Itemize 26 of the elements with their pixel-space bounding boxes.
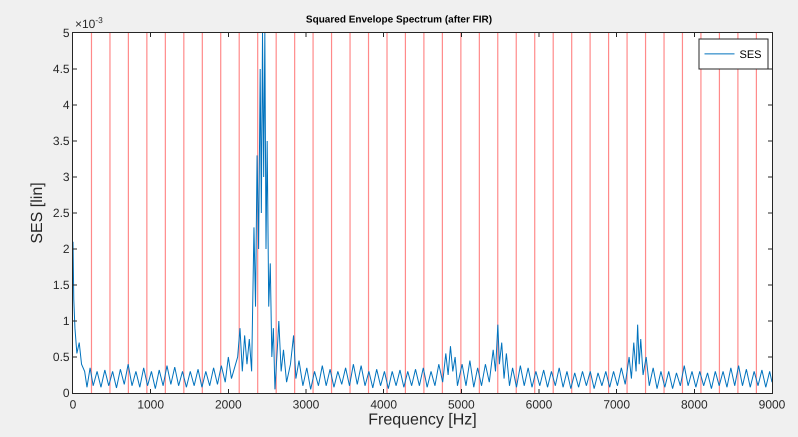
y-tick-label: 5 [62,26,70,40]
x-tick-label: 7000 [603,397,630,412]
y-tick-label: 4 [62,98,70,112]
y-tick-label: 3.5 [52,134,70,148]
x-tick-label: 1000 [137,397,164,412]
chart-title: Squared Envelope Spectrum (after FIR) [306,14,492,26]
y-tick-label: 2.5 [52,206,70,220]
x-tick-label: 6000 [526,397,553,412]
y-tick-label: 3 [62,170,70,184]
x-axis-title: Frequency [Hz] [368,411,477,428]
y-tick-label: 1 [62,314,70,328]
x-tick-label: 3000 [292,397,320,412]
x-tick-label: 8000 [680,397,708,412]
x-tick-label: 9000 [758,397,786,412]
x-tick-label: 4000 [370,397,398,412]
legend-label: SES [740,49,762,62]
y-tick-label: 0.5 [52,350,70,364]
x-tick-label: 5000 [448,397,475,412]
text: ×10$^{-3}$ [75,15,104,32]
x-tick-label: 2000 [214,397,242,412]
y-tick-label: 0 [62,386,70,400]
y-tick-label: 1.5 [52,278,70,292]
line-series [73,33,772,390]
y-tick-label: 2 [62,242,70,256]
y-tick-label: 4.5 [52,62,70,76]
y-axis-title: SES [lin] [28,182,46,244]
